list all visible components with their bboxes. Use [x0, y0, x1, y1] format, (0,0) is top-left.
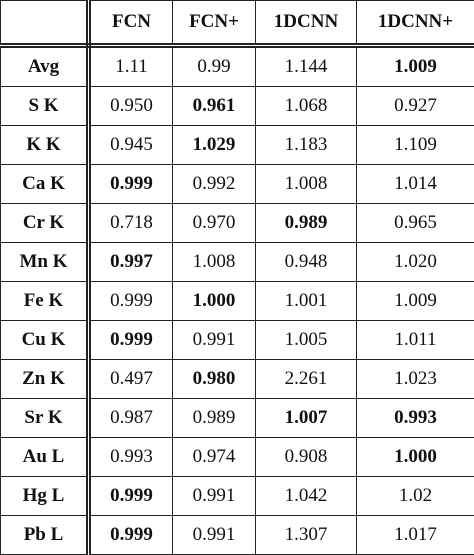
row-label: Fe K [1, 282, 89, 321]
value-cell: 1.017 [357, 516, 474, 555]
value-cell: 1.001 [256, 282, 357, 321]
value-cell: 0.999 [89, 165, 173, 204]
header-cell [1, 1, 89, 46]
row-label: Cu K [1, 321, 89, 360]
value-cell: 1.068 [256, 87, 357, 126]
value-cell: 1.000 [357, 438, 474, 477]
value-cell: 0.991 [173, 516, 256, 555]
row-label: Mn K [1, 243, 89, 282]
row-label: Sr K [1, 399, 89, 438]
row-label: Pb L [1, 516, 89, 555]
value-cell: 1.029 [173, 126, 256, 165]
row-label: K K [1, 126, 89, 165]
row-label: Au L [1, 438, 89, 477]
value-cell: 0.993 [357, 399, 474, 438]
header-cell: FCN+ [173, 1, 256, 46]
value-cell: 0.948 [256, 243, 357, 282]
value-cell: 1.144 [256, 46, 357, 87]
value-cell: 2.261 [256, 360, 357, 399]
value-cell: 0.961 [173, 87, 256, 126]
value-cell: 0.989 [256, 204, 357, 243]
value-cell: 1.11 [89, 46, 173, 87]
value-cell: 0.999 [89, 477, 173, 516]
value-cell: 0.970 [173, 204, 256, 243]
value-cell: 0.99 [173, 46, 256, 87]
value-cell: 1.109 [357, 126, 474, 165]
value-cell: 1.023 [357, 360, 474, 399]
row-label: Cr K [1, 204, 89, 243]
value-cell: 1.183 [256, 126, 357, 165]
value-cell: 1.007 [256, 399, 357, 438]
value-cell: 0.927 [357, 87, 474, 126]
value-cell: 1.009 [357, 46, 474, 87]
value-cell: 0.999 [89, 321, 173, 360]
value-cell: 0.989 [173, 399, 256, 438]
row-label: Zn K [1, 360, 89, 399]
value-cell: 0.997 [89, 243, 173, 282]
header-cell: 1DCNN [256, 1, 357, 46]
value-cell: 0.999 [89, 516, 173, 555]
value-cell: 1.011 [357, 321, 474, 360]
value-cell: 0.980 [173, 360, 256, 399]
value-cell: 1.307 [256, 516, 357, 555]
value-cell: 1.02 [357, 477, 474, 516]
value-cell: 0.945 [89, 126, 173, 165]
value-cell: 1.008 [256, 165, 357, 204]
row-label: Hg L [1, 477, 89, 516]
value-cell: 0.991 [173, 477, 256, 516]
value-cell: 1.008 [173, 243, 256, 282]
row-label: Ca K [1, 165, 89, 204]
row-label: Avg [1, 46, 89, 87]
value-cell: 0.999 [89, 282, 173, 321]
value-cell: 0.992 [173, 165, 256, 204]
header-cell: FCN [89, 1, 173, 46]
value-cell: 0.950 [89, 87, 173, 126]
value-cell: 0.987 [89, 399, 173, 438]
value-cell: 0.965 [357, 204, 474, 243]
value-cell: 0.718 [89, 204, 173, 243]
value-cell: 0.991 [173, 321, 256, 360]
value-cell: 1.005 [256, 321, 357, 360]
value-cell: 1.000 [173, 282, 256, 321]
value-cell: 0.974 [173, 438, 256, 477]
value-cell: 1.014 [357, 165, 474, 204]
value-cell: 0.497 [89, 360, 173, 399]
value-cell: 1.009 [357, 282, 474, 321]
header-cell: 1DCNN+ [357, 1, 474, 46]
value-cell: 1.042 [256, 477, 357, 516]
value-cell: 1.020 [357, 243, 474, 282]
value-cell: 0.993 [89, 438, 173, 477]
row-label: S K [1, 87, 89, 126]
value-cell: 0.908 [256, 438, 357, 477]
